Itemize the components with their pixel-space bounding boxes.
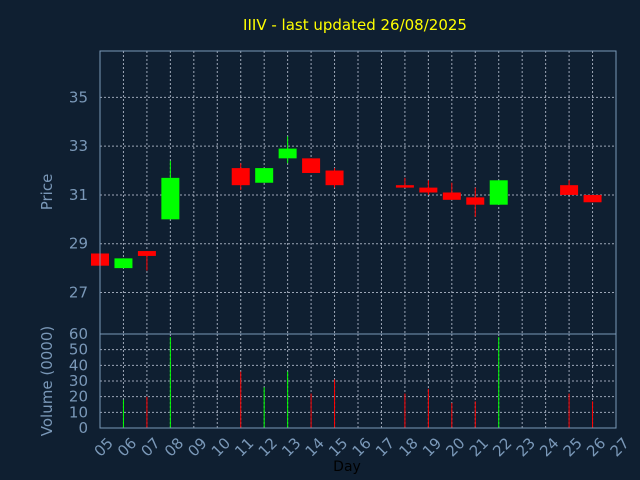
candle-body <box>466 197 485 205</box>
x-tick-label: 22 <box>489 434 515 460</box>
x-tick-label: 11 <box>231 434 257 460</box>
x-tick-label: 14 <box>302 434 328 460</box>
x-tick-label: 24 <box>536 434 562 460</box>
volume-frame <box>99 333 617 429</box>
price-tick-label: 27 <box>69 284 88 302</box>
x-axis-ticks: 0506070809101112131415161718192021222324… <box>91 434 633 460</box>
chart-title: IIIV - last updated 26/08/2025 <box>243 16 467 34</box>
candle-body <box>161 177 180 220</box>
x-tick-label: 16 <box>349 434 375 460</box>
candle-body <box>231 168 250 186</box>
x-tick-label: 23 <box>513 434 539 460</box>
x-tick-label: 07 <box>137 434 163 460</box>
x-tick-label: 05 <box>91 434 117 460</box>
volume-tick-label: 0 <box>78 419 88 437</box>
x-tick-label: 09 <box>184 434 210 460</box>
x-tick-label: 19 <box>419 434 445 460</box>
volume-tick-label: 30 <box>69 372 88 390</box>
x-tick-label: 10 <box>208 434 234 460</box>
volume-tick-label: 60 <box>69 325 88 343</box>
x-tick-label: 12 <box>255 434 281 460</box>
x-axis-label: Day <box>333 459 361 475</box>
x-tick-label: 17 <box>372 434 398 460</box>
x-tick-label: 27 <box>607 434 633 460</box>
price-tick-label: 35 <box>69 88 88 106</box>
x-tick-label: 25 <box>560 434 586 460</box>
price-tick-label: 31 <box>69 186 88 204</box>
candle-body <box>325 170 344 186</box>
x-tick-label: 20 <box>442 434 468 460</box>
x-tick-label: 13 <box>278 434 304 460</box>
candle-body <box>114 258 133 269</box>
candle-body <box>255 168 274 183</box>
x-tick-label: 08 <box>161 434 187 460</box>
candle-body <box>419 187 438 193</box>
candle-body <box>395 185 414 188</box>
price-tick-label: 29 <box>69 235 88 253</box>
x-tick-label: 26 <box>583 434 609 460</box>
candle-body <box>583 194 602 203</box>
volume-axis-label: Volume (0000) <box>38 326 56 436</box>
candle-body <box>560 185 579 195</box>
volume-tick-label: 20 <box>69 388 88 406</box>
candle-body <box>278 148 297 159</box>
volume-tick-label: 50 <box>69 341 88 359</box>
volume-tick-label: 10 <box>69 403 88 421</box>
candle-body <box>137 251 156 256</box>
x-tick-label: 18 <box>395 434 421 460</box>
x-tick-label: 06 <box>114 434 140 460</box>
candle-body <box>302 158 321 173</box>
candle-body <box>489 180 508 205</box>
x-tick-label: 15 <box>325 434 351 460</box>
price-panel: 27 29 31 33 35 <box>69 50 617 335</box>
x-tick-label: 21 <box>466 434 492 460</box>
price-tick-label: 33 <box>69 137 88 155</box>
volume-tick-label: 40 <box>69 356 88 374</box>
candle-body <box>442 192 461 200</box>
price-axis-label: Price <box>38 174 56 211</box>
